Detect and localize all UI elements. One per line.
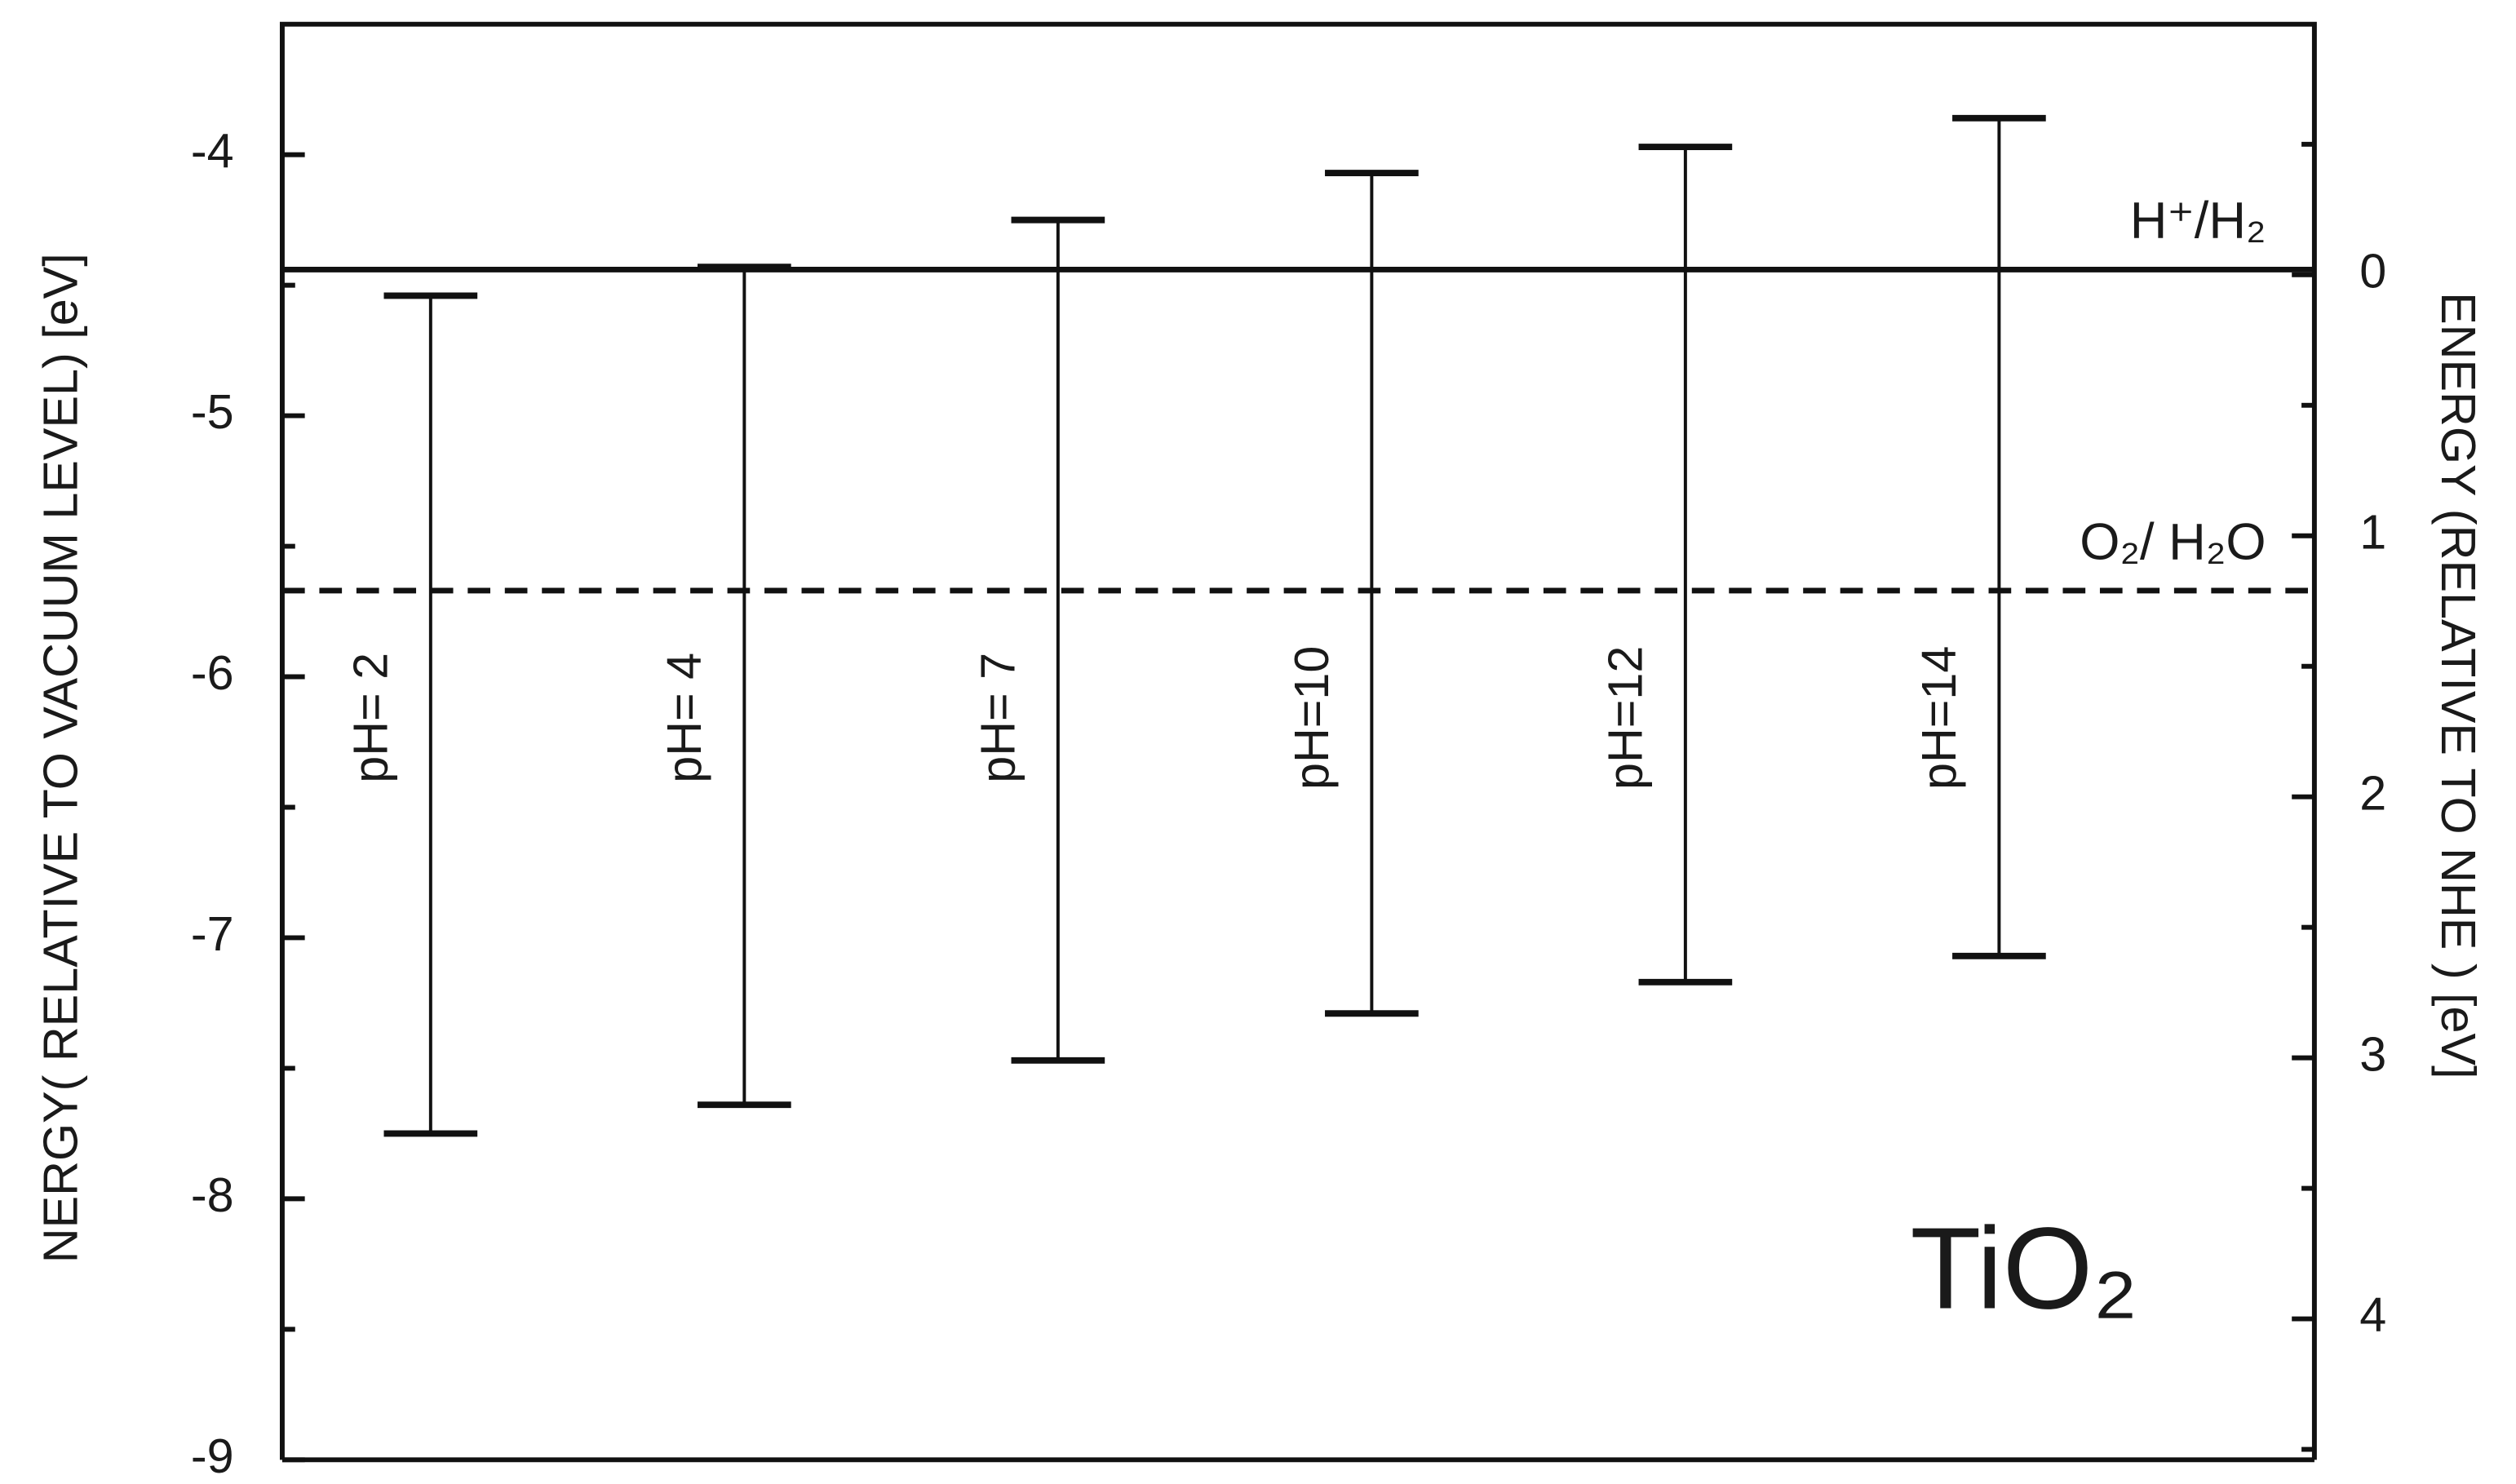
y2-tick-label: 4 — [2359, 1287, 2386, 1342]
y-tick-label: -7 — [191, 906, 234, 961]
y-tick-label: -4 — [191, 123, 234, 178]
y-tick-label: -8 — [191, 1167, 234, 1222]
y-tick-label: -9 — [191, 1429, 234, 1483]
category-label: pH=14 — [1911, 646, 1966, 790]
annotation: TiO₂ — [1910, 1204, 2137, 1334]
plot-frame — [279, 21, 2317, 1463]
y-tick-label: -5 — [191, 384, 234, 439]
category-label: pH= 2 — [343, 653, 397, 783]
category-label: pH=10 — [1284, 646, 1339, 790]
y2-tick-label: 1 — [2359, 504, 2386, 559]
y-tick-label: -6 — [191, 645, 234, 700]
category-label: pH= 7 — [970, 653, 1025, 783]
reference-label: O₂/ H₂O — [2080, 513, 2266, 570]
y2-axis-label: ENERGY (RELATIVE TO NHE ) [eV] — [2431, 292, 2486, 1079]
y2-tick-label: 2 — [2359, 765, 2386, 820]
category-label: pH=12 — [1597, 646, 1652, 790]
y2-tick-label: 3 — [2359, 1026, 2386, 1081]
reference-label: H⁺/H₂ — [2130, 193, 2266, 250]
category-label: pH= 4 — [657, 653, 711, 783]
y2-tick-label: 0 — [2359, 243, 2386, 298]
y-axis-label: NERGY( RELATIVE TO VACUUM LEVEL) [eV] — [33, 253, 88, 1263]
